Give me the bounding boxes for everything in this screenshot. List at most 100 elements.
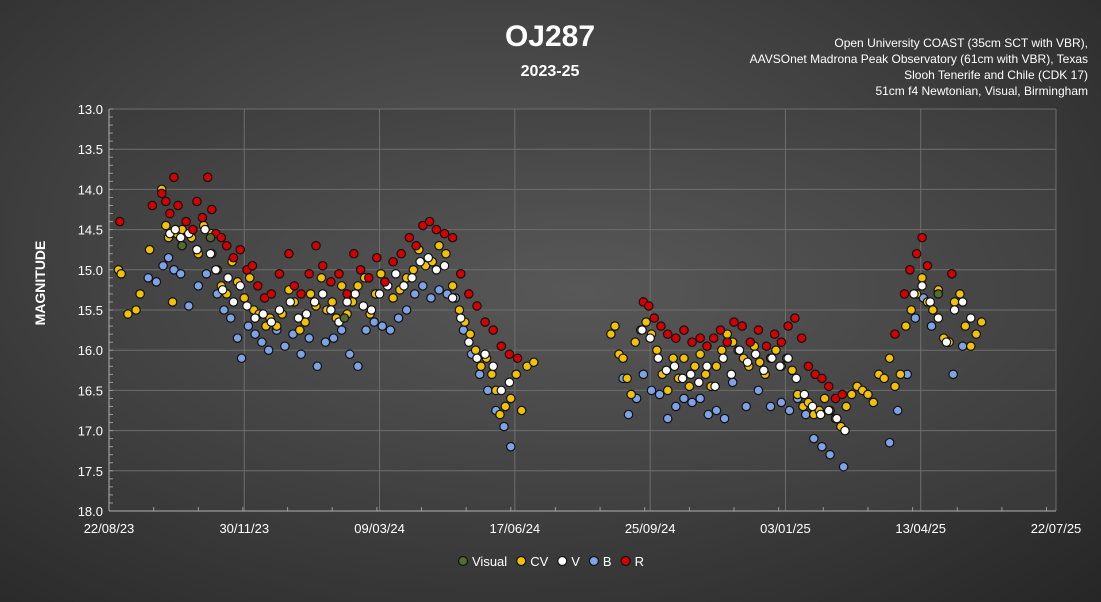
data-point-cv xyxy=(787,365,797,376)
data-point-v xyxy=(228,297,239,307)
data-point-r xyxy=(708,333,719,343)
data-point-cv xyxy=(771,345,781,355)
data-point-r xyxy=(115,216,125,227)
data-point-v xyxy=(415,256,425,267)
data-point-cv xyxy=(441,248,451,259)
data-point-cv xyxy=(895,369,906,380)
data-point-b xyxy=(926,321,937,331)
data-point-r xyxy=(431,224,442,235)
data-point-b xyxy=(711,405,722,416)
y-tick-label: 17.0 xyxy=(78,424,103,439)
data-point-cv xyxy=(630,337,641,347)
data-point-v xyxy=(223,273,233,283)
data-point-v xyxy=(685,369,696,380)
x-tick-label: 22/07/25 xyxy=(1031,521,1082,536)
x-tick-label: 30/11/23 xyxy=(219,521,269,536)
data-point-b xyxy=(336,325,347,335)
data-point-b xyxy=(474,369,485,380)
data-point-r xyxy=(796,333,807,343)
data-point-v xyxy=(235,281,246,291)
data-point-cv xyxy=(668,353,678,364)
data-point-v xyxy=(309,297,320,307)
data-point-b xyxy=(143,273,154,283)
data-point-v xyxy=(933,313,944,323)
data-point-r xyxy=(181,216,191,227)
data-point-cv xyxy=(928,305,938,315)
data-point-v xyxy=(192,244,202,255)
data-point-b xyxy=(679,393,689,404)
data-point-cv xyxy=(294,325,305,335)
data-point-cv xyxy=(434,240,444,251)
data-point-cv xyxy=(606,329,616,339)
data-point-r xyxy=(679,325,689,335)
data-point-cv xyxy=(906,305,917,315)
data-point-r xyxy=(284,248,294,259)
y-tick-label: 15.5 xyxy=(78,303,103,318)
data-point-r xyxy=(147,200,158,211)
data-point-r xyxy=(349,248,359,259)
data-point-v xyxy=(374,289,385,299)
data-point-cv xyxy=(901,321,911,331)
data-point-cv xyxy=(388,293,398,303)
data-point-r xyxy=(890,329,900,339)
data-point-r xyxy=(769,329,780,339)
data-point-b xyxy=(393,313,404,323)
data-point-b xyxy=(385,325,396,335)
data-point-r xyxy=(355,264,366,275)
data-point-b xyxy=(409,289,420,299)
data-point-v xyxy=(358,301,369,311)
data-point-r xyxy=(424,216,435,227)
data-point-cv xyxy=(949,297,960,307)
data-point-v xyxy=(783,353,793,364)
data-point-cv xyxy=(161,220,171,231)
legend-marker-r xyxy=(620,555,631,567)
data-point-r xyxy=(165,208,175,219)
data-point-cv xyxy=(689,361,700,372)
y-tick-label: 14.0 xyxy=(78,182,103,197)
data-point-cv xyxy=(244,273,255,283)
data-point-v xyxy=(439,260,450,271)
data-point-r xyxy=(221,240,232,251)
data-point-b xyxy=(957,341,968,351)
data-point-b xyxy=(765,401,776,412)
data-point-r xyxy=(715,325,726,335)
data-point-v xyxy=(775,361,785,372)
data-point-v xyxy=(217,285,228,295)
data-point-b xyxy=(320,337,331,347)
data-point-r xyxy=(917,232,927,243)
data-point-b xyxy=(434,285,444,295)
data-point-b xyxy=(201,269,212,279)
data-point-v xyxy=(175,232,186,243)
data-point-b xyxy=(225,313,236,323)
data-point-b xyxy=(838,461,849,472)
data-point-cv xyxy=(336,281,347,291)
data-point-v xyxy=(455,313,466,323)
x-tick-label: 22/08/23 xyxy=(84,521,135,536)
data-point-v xyxy=(431,264,442,275)
data-point-cv xyxy=(955,289,965,299)
data-point-b xyxy=(296,349,306,360)
legend-label-visual: Visual xyxy=(472,554,507,569)
legend-marker-cv xyxy=(516,555,527,567)
data-point-r xyxy=(304,269,315,279)
data-point-v xyxy=(399,281,409,291)
data-point-cv xyxy=(841,401,852,412)
data-point-cv xyxy=(684,381,695,392)
data-point-cv xyxy=(511,369,522,380)
data-point-b xyxy=(304,333,315,343)
data-point-cv xyxy=(884,353,895,364)
data-point-r xyxy=(947,269,957,279)
data-point-cv xyxy=(353,281,363,291)
data-point-b xyxy=(892,405,903,416)
data-point-r xyxy=(228,252,239,263)
data-point-b xyxy=(800,409,811,420)
data-point-v xyxy=(504,377,515,388)
y-tick-label: 18.0 xyxy=(78,504,103,519)
data-point-r xyxy=(253,281,263,291)
data-point-v xyxy=(941,337,952,347)
data-point-r xyxy=(649,313,660,323)
data-point-r xyxy=(783,321,793,331)
data-point-cv xyxy=(135,289,145,299)
data-point-b xyxy=(695,393,705,404)
